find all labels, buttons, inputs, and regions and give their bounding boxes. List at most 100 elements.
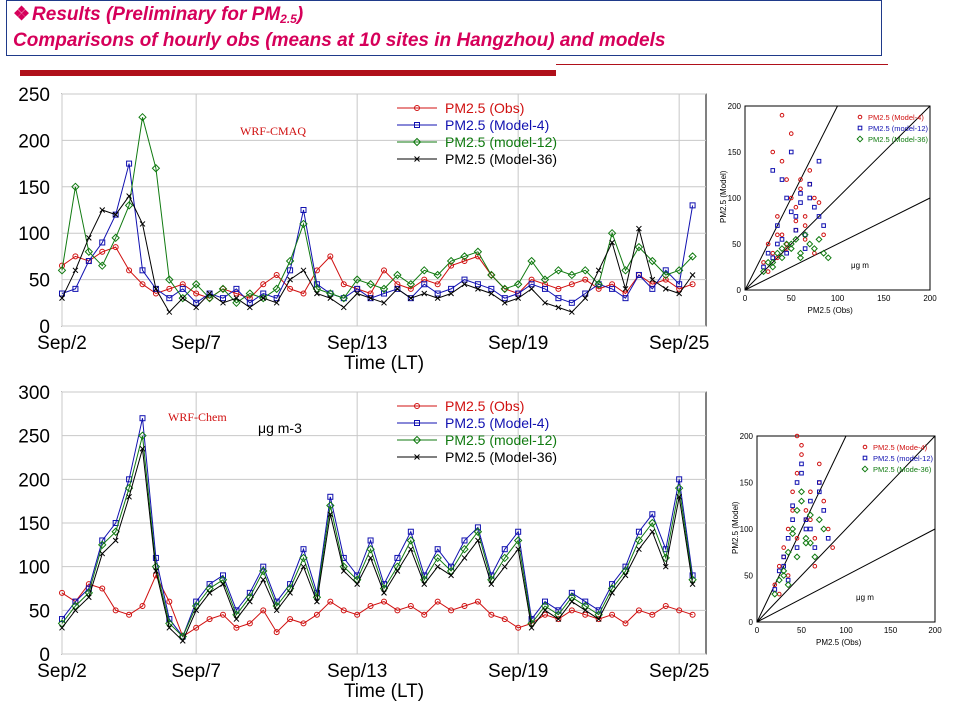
x-tick-label-0: Sep/2 [37, 333, 87, 354]
title-suffix: ) [296, 4, 304, 25]
scatter-point-2-0 [779, 232, 785, 238]
scatter-legend-label-3-1: PM2.5 (model-12) [873, 454, 934, 463]
y-tick-label-0: 0 [39, 317, 50, 338]
data-point-0-2 [178, 293, 187, 303]
scatter-y-tick-2: 0 [737, 286, 742, 295]
scatter-y-tick-2: 50 [732, 240, 741, 249]
data-point-1-3 [260, 576, 267, 583]
scatter-legend-label-3-0: PM2.5 (Mode-4) [873, 443, 928, 452]
data-point-1-2 [500, 553, 509, 563]
data-point-0-2 [581, 266, 590, 275]
data-point-0-3 [649, 276, 656, 283]
data-point-0-2 [138, 112, 147, 122]
data-point-0-2 [366, 280, 375, 289]
ref-line-1to1-3 [756, 435, 936, 623]
data-point-1-0 [367, 602, 374, 609]
scatter-point-3-1 [803, 517, 809, 523]
y-tick-label-1: 50 [29, 601, 50, 622]
scatter-x-tick-2: 100 [831, 294, 845, 303]
data-point-0-1 [287, 267, 294, 274]
data-point-1-3 [367, 555, 374, 561]
data-point-0-0 [407, 285, 414, 292]
scatter-point-3-1 [817, 489, 822, 495]
x-tick-label-0: Sep/19 [488, 333, 548, 354]
ref-line-2to1-3 [756, 435, 847, 623]
data-point-1-1 [609, 581, 616, 588]
data-point-1-3 [636, 546, 642, 553]
data-point-0-2 [540, 275, 550, 284]
data-point-0-3 [112, 211, 119, 218]
scatter-point-3-1 [825, 536, 831, 541]
data-point-0-1 [622, 295, 629, 302]
data-point-0-0 [126, 267, 133, 274]
scatter-point-3-2 [793, 506, 801, 514]
data-point-0-1 [609, 285, 616, 292]
scatter-point-3-2 [789, 525, 797, 533]
scatter-point-2-2 [820, 249, 828, 257]
scatter-point-3-2 [789, 530, 797, 538]
scatter-point-2-0 [784, 177, 789, 182]
scatter-point-3-1 [808, 498, 813, 504]
scatter-point-2-2 [796, 254, 805, 262]
scatter-point-2-0 [770, 149, 776, 155]
data-point-1-3 [126, 493, 132, 500]
data-point-0-2 [84, 247, 94, 256]
scatter-point-3-2 [806, 511, 814, 519]
data-point-0-2 [674, 266, 684, 275]
data-point-0-1 [126, 160, 133, 167]
x-tick-label-1: Sep/13 [327, 661, 387, 682]
data-point-0-1 [220, 295, 226, 302]
data-point-0-2 [326, 289, 335, 298]
data-point-0-3 [434, 295, 441, 302]
scatter-point-3-2 [811, 553, 819, 561]
data-point-1-1 [501, 546, 508, 553]
data-point-1-3 [568, 598, 575, 605]
data-point-1-2 [299, 553, 308, 563]
scatter-point-2-1 [807, 181, 813, 187]
series-line-0-2 [61, 117, 693, 304]
data-point-1-0 [407, 602, 414, 609]
data-point-0-2 [124, 201, 134, 210]
data-point-0-2 [513, 280, 523, 289]
scatter-x-label-2: PM2.5 (Obs) [808, 306, 854, 315]
data-point-1-0 [448, 607, 455, 614]
scatter-point-2-2 [773, 249, 781, 257]
y-tick-label-0: 50 [29, 271, 50, 292]
data-point-0-2 [165, 275, 174, 284]
scatter-point-3-0 [772, 582, 778, 588]
data-point-1-3 [407, 546, 414, 553]
data-point-1-3 [582, 607, 589, 614]
scatter-point-3-1 [821, 508, 827, 513]
scatter-point-2-2 [759, 268, 768, 276]
data-point-0-1 [166, 295, 173, 302]
scatter-point-3-0 [794, 536, 800, 541]
data-point-1-0 [220, 611, 226, 618]
data-point-1-0 [206, 616, 213, 623]
legend-marker-1-2 [412, 435, 422, 445]
data-point-0-1 [246, 299, 253, 306]
data-point-0-3 [85, 234, 92, 241]
data-point-1-2 [513, 536, 523, 545]
scatter-point-2-0 [793, 218, 799, 224]
data-point-1-2 [205, 584, 214, 593]
scatter-point-2-0 [821, 232, 826, 238]
data-point-0-3 [609, 239, 615, 246]
data-point-1-2 [567, 593, 577, 602]
data-point-1-2 [634, 536, 644, 545]
data-point-0-2 [648, 256, 657, 266]
data-point-0-1 [179, 285, 186, 292]
data-point-0-3 [327, 295, 334, 302]
data-point-0-1 [139, 267, 146, 274]
data-point-0-1 [260, 290, 267, 297]
data-point-1-3 [139, 445, 146, 452]
scatter-point-3-2 [793, 553, 801, 561]
scatter-point-3-1 [794, 545, 800, 550]
data-point-1-3 [287, 590, 293, 596]
data-point-0-2 [379, 284, 389, 294]
scatter-point-2-2 [806, 240, 814, 248]
data-point-0-3 [381, 299, 387, 306]
scatter-point-2-1 [798, 200, 803, 205]
scatter-point-2-0 [816, 200, 822, 205]
data-point-0-2 [245, 289, 255, 298]
data-point-1-1 [582, 598, 589, 605]
